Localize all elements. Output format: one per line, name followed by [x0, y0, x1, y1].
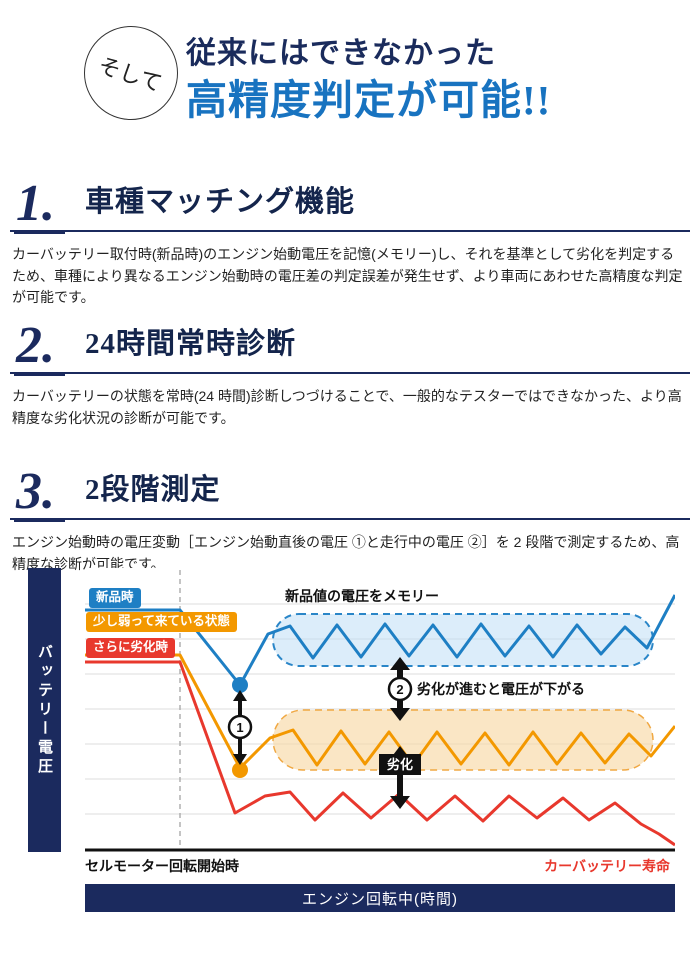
- section-24h-diagnosis: 2. 24時間常時診断 カーバッテリーの状態を常時(24 時間)診断しつづけるこ…: [10, 319, 690, 429]
- series-line-worse: [85, 660, 675, 847]
- section-header: 2. 24時間常時診断: [10, 319, 690, 376]
- y-axis-label-bar: バッテリー電圧: [28, 568, 61, 852]
- legend-worse: さらに劣化時: [86, 638, 176, 658]
- series-line-new: [85, 594, 675, 687]
- step2-badge: 2: [396, 682, 403, 697]
- x-axis-label-bar: エンジン回転中(時間): [85, 884, 675, 912]
- section-header: 1. 車種マッチング機能: [10, 177, 690, 234]
- section-title: 車種マッチング機能: [85, 186, 356, 218]
- header-circle-label: そして: [95, 52, 166, 97]
- memory-note: 新品値の電圧をメモリー: [285, 588, 439, 604]
- section-title: 2段階測定: [85, 474, 221, 506]
- weak-start-dot: [232, 762, 248, 778]
- section-body: カーバッテリーの状態を常時(24 時間)診断しつづけることで、一般的なテスターで…: [12, 388, 682, 426]
- series-line-weak: [85, 653, 675, 770]
- step1-badge: 1: [236, 720, 243, 735]
- legend-weak: 少し弱って来ている状態: [86, 612, 237, 632]
- y-axis-label: バッテリー電圧: [36, 643, 53, 777]
- memory-highlight-blue: [272, 613, 654, 667]
- weak-highlight-orange: [272, 709, 654, 771]
- step1-badge-circle: [227, 714, 253, 740]
- battery-lifespan-label: カーバッテリー寿命: [544, 858, 670, 874]
- header-subtitle: 従来にはできなかった: [186, 37, 496, 70]
- section-number: 2.: [14, 319, 65, 376]
- section-body: カーバッテリー取付時(新品時)のエンジン始動電圧を記憶(メモリー)し、それを基準…: [12, 246, 683, 306]
- section-two-step-measure: 3. 2段階測定 エンジン始動時の電圧変動［エンジン始動直後の電圧 ①と走行中の…: [10, 465, 690, 575]
- x-start-label: セルモーター回転開始時: [85, 858, 239, 874]
- new-start-dot: [232, 677, 248, 693]
- section-vehicle-matching: 1. 車種マッチング機能 カーバッテリー取付時(新品時)のエンジン始動電圧を記憶…: [10, 177, 690, 309]
- legend-new: 新品時: [89, 588, 141, 608]
- deterioration-label-box: [379, 754, 421, 775]
- deterioration-label: 劣化: [387, 757, 413, 772]
- step2-badge-circle: [387, 676, 413, 702]
- header-circle: そして: [84, 26, 178, 120]
- section-number: 1.: [14, 177, 65, 234]
- section-body: エンジン始動時の電圧変動［エンジン始動直後の電圧 ①と走行中の電圧 ②］を 2 …: [12, 534, 680, 572]
- drop-note: 劣化が進むと電圧が下がる: [417, 681, 585, 697]
- section-title: 24時間常時診断: [85, 328, 297, 360]
- battery-voltage-chart: 1 2 劣化が進むと電圧が下がる 劣化 新品値の電圧をメモリー: [85, 570, 675, 852]
- header-title: 高精度判定が可能!!: [186, 77, 552, 123]
- section-number: 3.: [14, 465, 65, 522]
- chart-area: 1 2 劣化が進むと電圧が下がる 劣化 新品値の電圧をメモリー 新品時 少し弱っ…: [85, 568, 675, 852]
- section-header: 3. 2段階測定: [10, 465, 690, 522]
